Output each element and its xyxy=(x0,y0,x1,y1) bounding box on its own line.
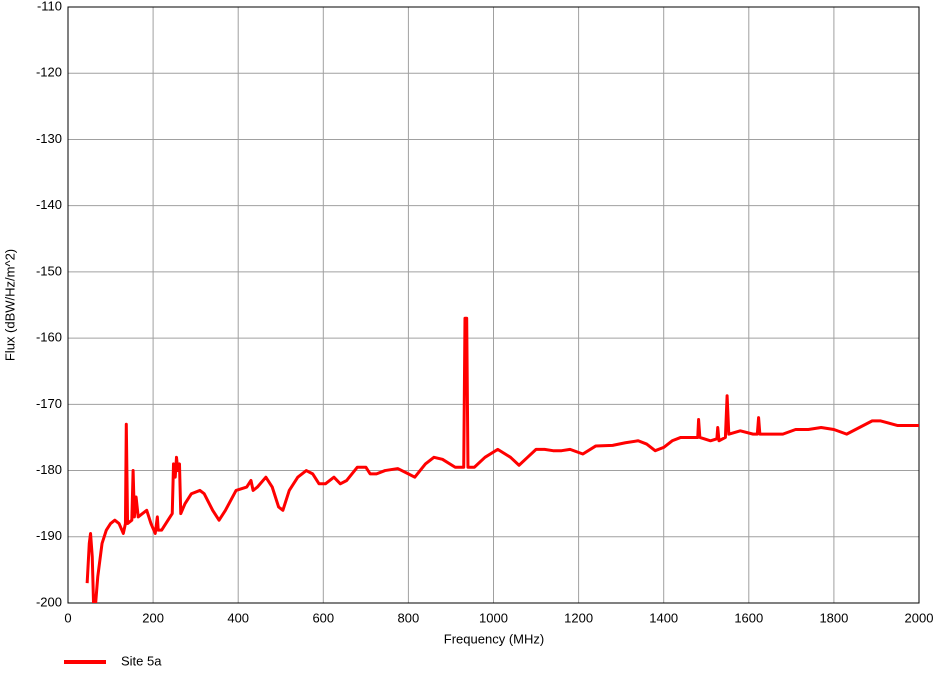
legend-label: Site 5a xyxy=(121,653,162,668)
x-tick-label: 1200 xyxy=(564,610,593,625)
x-tick-label: 1000 xyxy=(479,610,508,625)
x-tick-label: 800 xyxy=(398,610,420,625)
y-axis-label: Flux (dBW/Hz/m^2) xyxy=(2,249,17,361)
plot-frame xyxy=(67,6,920,604)
x-tick-label: 1400 xyxy=(649,610,678,625)
y-tick-label: -150 xyxy=(36,263,62,278)
plot-layer xyxy=(85,316,919,603)
y-tick-label: -190 xyxy=(36,528,62,543)
x-tick-label: 1800 xyxy=(819,610,848,625)
x-tick-label: 400 xyxy=(227,610,249,625)
y-tick-label: -200 xyxy=(36,594,62,609)
y-tick-label: -170 xyxy=(36,396,62,411)
x-tick-label: 2000 xyxy=(905,610,934,625)
x-tick-label: 0 xyxy=(64,610,71,625)
y-tick-label: -180 xyxy=(36,462,62,477)
x-tick-label: 1600 xyxy=(734,610,763,625)
y-tick-label: -120 xyxy=(36,65,62,80)
y-tick-label: -160 xyxy=(36,330,62,345)
x-tick-label: 200 xyxy=(142,610,164,625)
x-tick-label: 600 xyxy=(312,610,334,625)
y-tick-label: -140 xyxy=(36,197,62,212)
y-tick-label: -130 xyxy=(36,131,62,146)
x-axis-label: Frequency (MHz) xyxy=(444,631,544,646)
y-tick-label: -110 xyxy=(37,0,62,13)
data-line xyxy=(85,316,919,603)
